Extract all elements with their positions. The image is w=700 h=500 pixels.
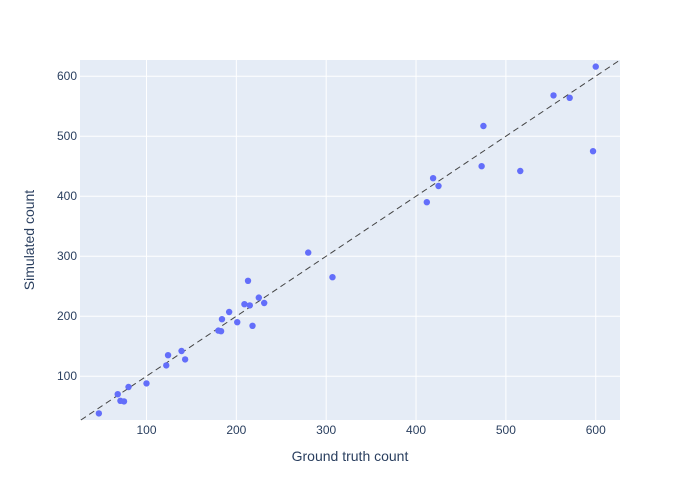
y-tick-label: 600 — [57, 69, 77, 83]
y-tick-label: 300 — [57, 249, 77, 263]
x-tick-label: 100 — [136, 423, 156, 437]
y-tick-label: 100 — [57, 369, 77, 383]
data-point — [550, 92, 557, 99]
data-point — [114, 391, 121, 398]
data-point — [435, 182, 442, 190]
data-point — [566, 94, 573, 102]
x-tick-label: 300 — [316, 423, 336, 437]
data-point — [517, 167, 524, 175]
data-point — [244, 277, 252, 284]
data-point — [225, 308, 233, 316]
data-point — [164, 352, 172, 359]
data-point — [480, 122, 487, 130]
data-point — [95, 410, 103, 417]
data-points — [95, 63, 599, 417]
data-point — [234, 319, 241, 326]
data-point — [125, 383, 132, 391]
data-point — [478, 163, 485, 170]
x-tick-label: 500 — [496, 423, 516, 437]
x-axis-ticks: 100 200 300 400 500 600 — [136, 423, 606, 437]
data-point — [120, 398, 128, 405]
data-point — [255, 294, 263, 301]
data-point — [589, 148, 597, 155]
gridlines — [80, 60, 620, 420]
x-axis-title: Ground truth count — [292, 448, 409, 464]
data-point — [429, 175, 437, 182]
data-point — [143, 380, 150, 387]
reference-line — [80, 59, 621, 421]
data-point — [178, 347, 185, 355]
x-tick-label: 400 — [406, 423, 426, 437]
data-point — [181, 356, 189, 363]
data-point — [260, 299, 268, 307]
data-point — [249, 322, 256, 329]
data-point — [163, 362, 170, 369]
y-tick-label: 500 — [57, 129, 77, 143]
y-tick-label: 400 — [57, 189, 77, 203]
data-point — [592, 63, 599, 70]
y-tick-label: 200 — [57, 309, 77, 323]
data-point — [423, 199, 431, 206]
y-axis-ticks: 100 200 300 400 500 600 — [57, 69, 77, 383]
x-tick-label: 200 — [226, 423, 246, 437]
data-point — [329, 274, 336, 281]
data-point — [305, 249, 312, 256]
data-point — [218, 316, 226, 323]
data-point — [217, 328, 225, 335]
y-axis-title: Simulated count — [21, 190, 37, 291]
data-point — [241, 301, 248, 308]
x-tick-label: 600 — [586, 423, 606, 437]
data-point — [246, 302, 254, 309]
reference-line-group — [80, 59, 621, 421]
